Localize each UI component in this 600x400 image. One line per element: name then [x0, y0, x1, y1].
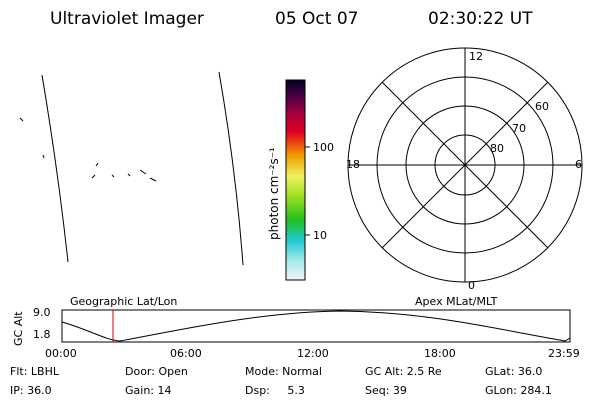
altitude-curve [61, 310, 571, 342]
colorbar-tick-label: 100 [313, 141, 334, 154]
info-field: Flt: LBHL [10, 365, 60, 378]
lat-label: 60 [535, 100, 549, 113]
mlt-label: 0 [468, 279, 475, 292]
timeline-y-tick: 9.0 [33, 306, 51, 319]
timeline-frame [61, 309, 571, 343]
mlt-label: 12 [469, 50, 483, 63]
timeline-x-tick: 23:59 [548, 347, 580, 360]
colorbar [285, 79, 306, 281]
info-field: IP: 36.0 [10, 384, 52, 397]
time: 02:30:22 UT [428, 9, 533, 29]
date: 05 Oct 07 [275, 9, 358, 29]
map [19, 71, 244, 266]
mlt-label: 6 [575, 158, 582, 171]
colorbar-tick-label: 10 [313, 229, 327, 242]
info-field: Mode: Normal [245, 365, 322, 378]
info-field: GLat: 36.0 [485, 365, 542, 378]
timeline-x-tick: 00:00 [45, 347, 77, 360]
timeline-x-tick: 06:00 [170, 347, 202, 360]
mlt-label: 18 [346, 158, 360, 171]
info-field: Gain: 14 [125, 384, 172, 397]
info-field: GC Alt: 2.5 Re [365, 365, 442, 378]
info-field: Dsp: 5.3 [245, 384, 305, 397]
info-field: Seq: 39 [365, 384, 407, 397]
lat-label: 70 [512, 122, 526, 135]
info-field: GLon: 284.1 [485, 384, 552, 397]
timeline-x-tick: 12:00 [297, 347, 329, 360]
timeline-left-title: Geographic Lat/Lon [70, 295, 177, 308]
timeline-right-title: Apex MLat/MLT [415, 295, 498, 308]
timeline-y-label: GC Alt [12, 311, 25, 346]
timeline-y-tick: 1.8 [33, 328, 51, 341]
info: Flt: LBHL Door: Open Mode: Normal GC Alt: 2… [10, 365, 552, 397]
title: Ultraviolet Imager [50, 9, 204, 29]
polar-grid [347, 47, 583, 283]
info-field: Door: Open [125, 365, 188, 378]
colorbar-label: photon cm⁻²s⁻¹ [267, 147, 281, 240]
lat-label: 80 [490, 142, 504, 155]
timeline-x-tick: 18:00 [424, 347, 456, 360]
